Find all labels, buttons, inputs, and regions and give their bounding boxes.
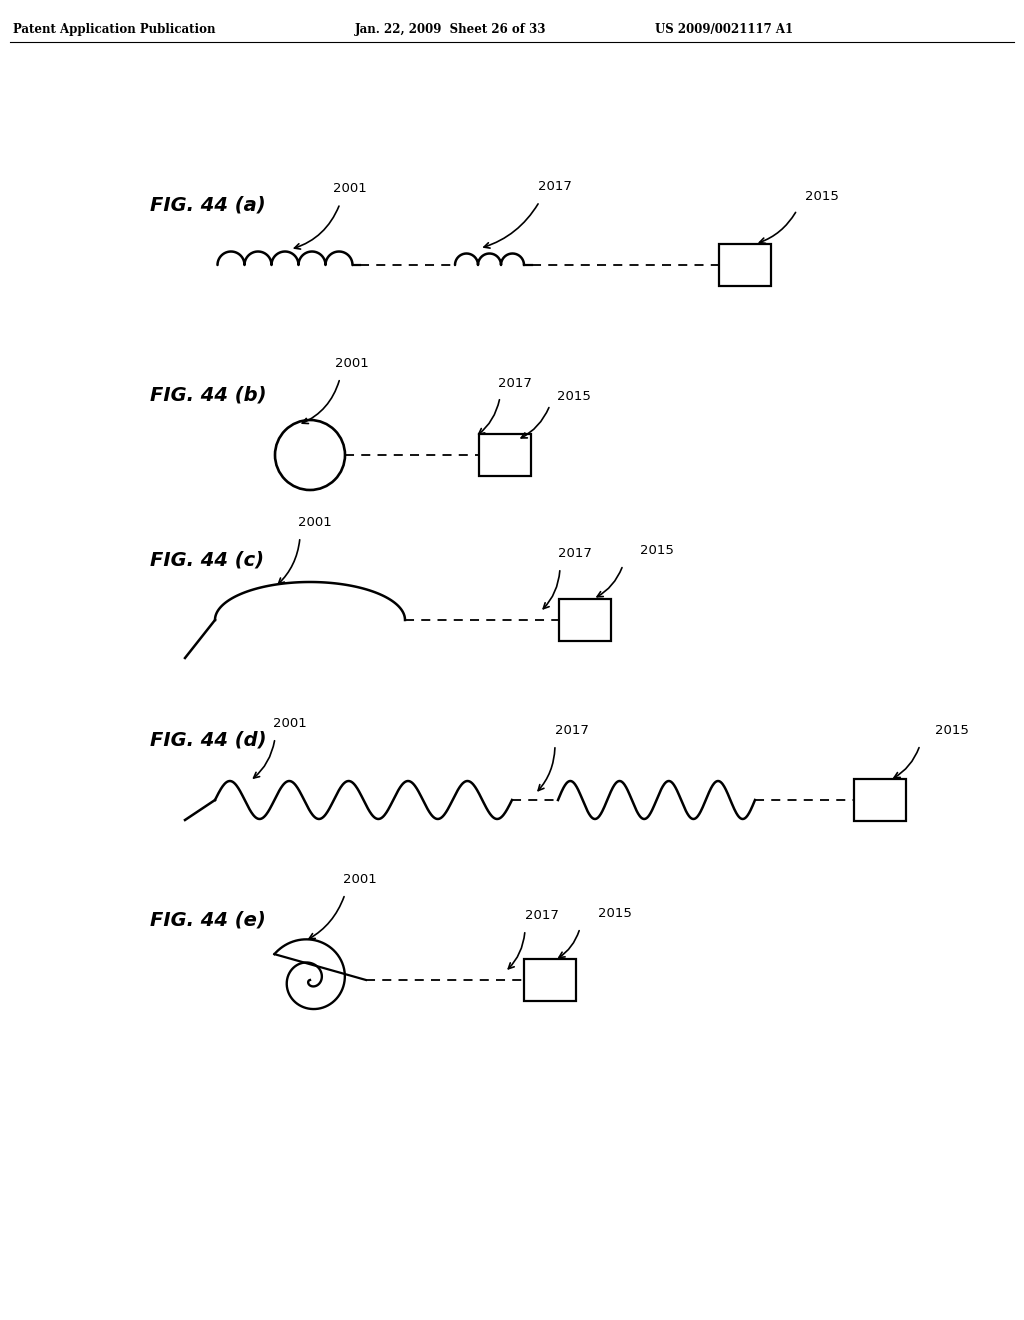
Bar	[559, 599, 611, 642]
Text: 2001: 2001	[298, 516, 332, 529]
Text: Jan. 22, 2009  Sheet 26 of 33: Jan. 22, 2009 Sheet 26 of 33	[355, 22, 547, 36]
Text: 2001: 2001	[273, 717, 307, 730]
Text: 2001: 2001	[333, 182, 367, 195]
Text: 2017: 2017	[555, 723, 589, 737]
Bar	[719, 244, 771, 286]
Text: US 2009/0021117 A1: US 2009/0021117 A1	[655, 22, 794, 36]
Text: Patent Application Publication: Patent Application Publication	[13, 22, 215, 36]
Text: 2015: 2015	[935, 723, 969, 737]
Text: 2015: 2015	[805, 190, 839, 203]
Text: 2001: 2001	[343, 873, 377, 886]
Text: 2015: 2015	[598, 907, 632, 920]
Bar	[479, 434, 531, 477]
Text: FIG. 44 (e): FIG. 44 (e)	[150, 911, 266, 929]
Text: 2017: 2017	[538, 181, 571, 194]
Text: 2017: 2017	[525, 909, 559, 921]
Text: FIG. 44 (a): FIG. 44 (a)	[150, 195, 265, 214]
Bar	[524, 960, 575, 1001]
Text: 2015: 2015	[640, 544, 674, 557]
Text: 2015: 2015	[557, 389, 591, 403]
Bar	[854, 779, 906, 821]
Text: 2017: 2017	[558, 546, 592, 560]
Text: FIG. 44 (c): FIG. 44 (c)	[150, 550, 264, 569]
Text: FIG. 44 (b): FIG. 44 (b)	[150, 385, 266, 404]
Text: 2017: 2017	[498, 378, 531, 389]
Text: FIG. 44 (d): FIG. 44 (d)	[150, 730, 266, 750]
Text: 2001: 2001	[335, 356, 369, 370]
